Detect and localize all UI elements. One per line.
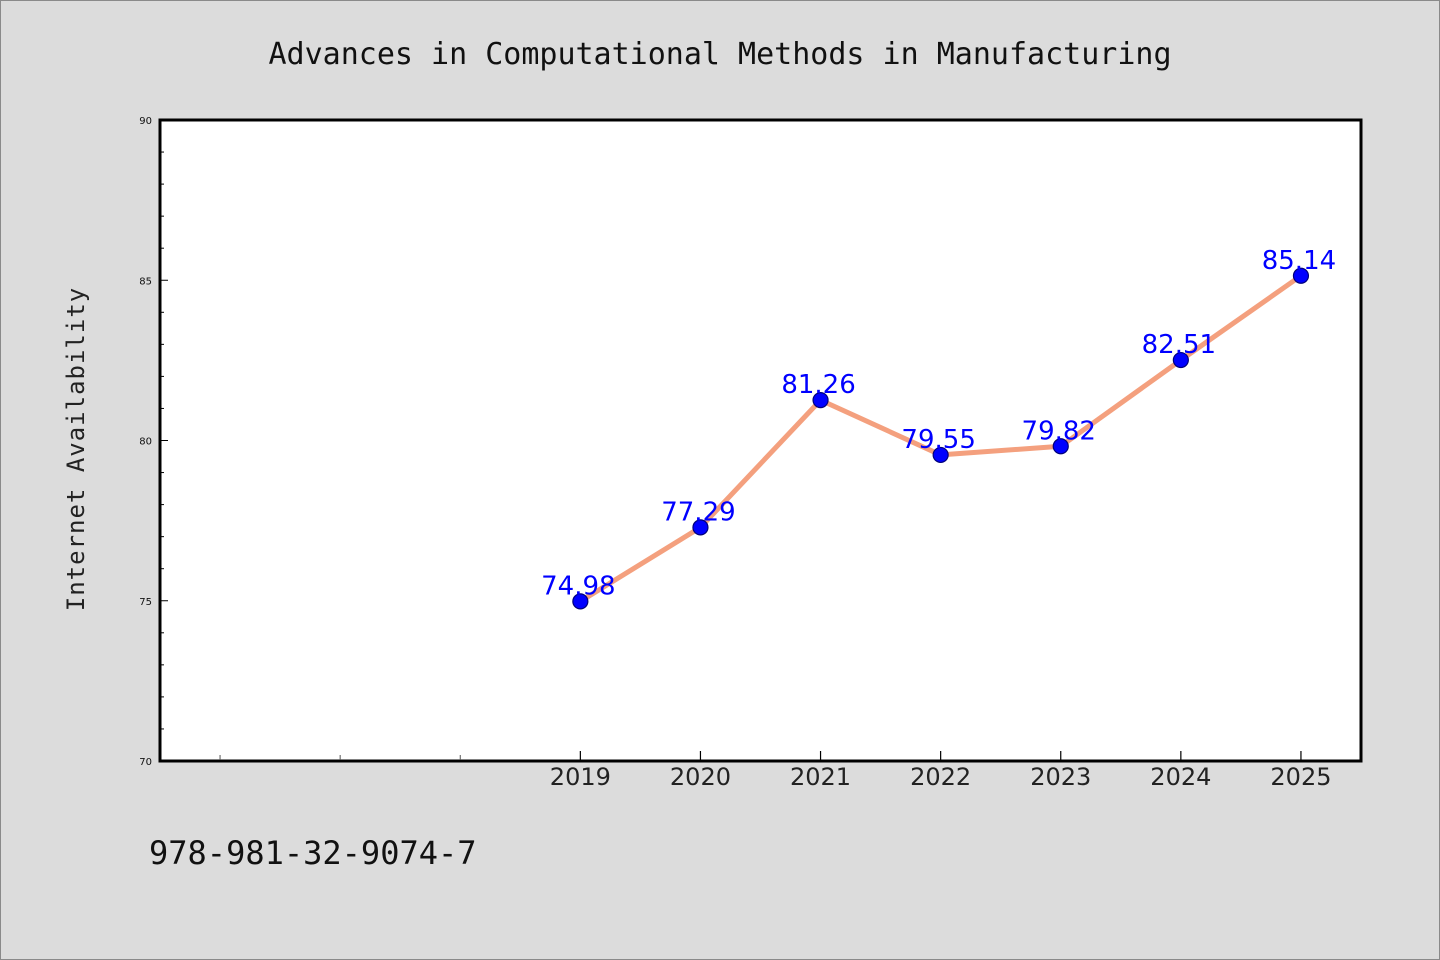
x-axis-ticks: 2019 2020 2021 2022 2023 2024 2025 (219, 751, 1331, 791)
y-tick-label: 90 (139, 116, 152, 127)
x-tick-label: 2025 (1270, 763, 1331, 791)
data-point-marker (1052, 438, 1069, 455)
data-point-marker (932, 446, 949, 464)
data-point-marker (572, 593, 589, 610)
y-tick-label: 70 (139, 757, 152, 768)
isbn-text: 978-981-32-9074-7 (149, 834, 477, 872)
y-axis-label: Internet Availability (62, 287, 90, 611)
data-point-marker (692, 519, 709, 536)
y-axis-ticks: 70 75 80 85 90 (139, 116, 168, 768)
x-tick-label: 2023 (1030, 763, 1091, 791)
data-label: 79.55 (901, 425, 975, 455)
x-tick-label: 2019 (550, 763, 611, 791)
series-line-group (572, 267, 1310, 610)
chart-title: Advances in Computational Methods in Man… (268, 37, 1171, 72)
y-tick-label: 80 (139, 437, 152, 448)
data-label: 79.82 (1022, 416, 1096, 446)
data-point-marker (1292, 267, 1310, 284)
y-tick-label: 75 (139, 597, 152, 608)
y-tick-label: 85 (139, 276, 152, 287)
data-point-marker (812, 392, 829, 409)
data-label: 85.14 (1262, 246, 1336, 276)
data-label: 81.26 (781, 370, 855, 400)
x-tick-label: 2021 (790, 763, 851, 791)
data-label: 77.29 (661, 497, 735, 527)
plot-area (158, 118, 1363, 763)
data-label: 74.98 (541, 571, 615, 601)
data-labels-group: 74.98 77.29 81.26 79.55 79.82 82.51 85.14 (541, 246, 1336, 602)
x-tick-label: 2022 (910, 763, 971, 791)
data-label: 82.51 (1142, 330, 1216, 360)
x-tick-label: 2024 (1150, 763, 1211, 791)
x-tick-label: 2020 (670, 763, 731, 791)
data-point-marker (1172, 351, 1189, 369)
